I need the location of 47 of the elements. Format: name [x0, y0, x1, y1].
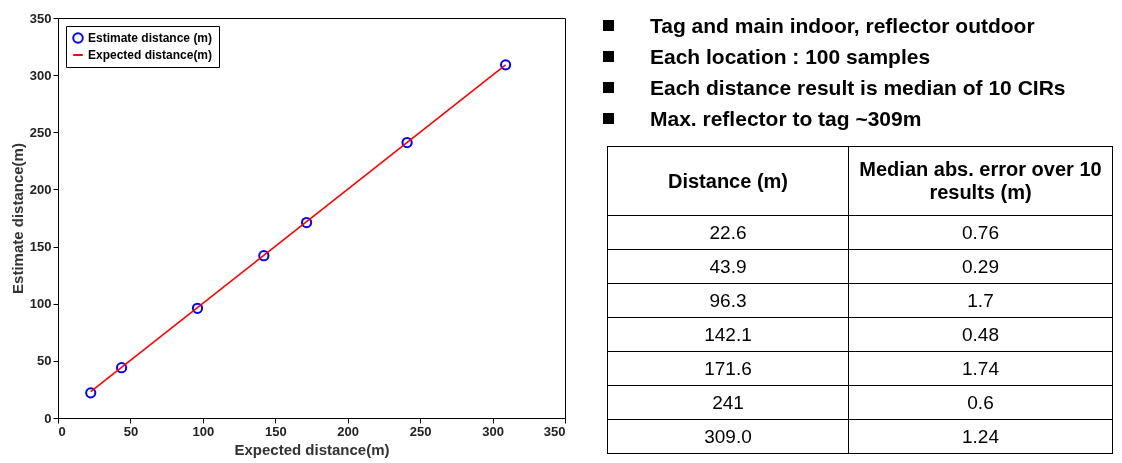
x-tick-label: 200 [337, 423, 360, 439]
text: 171.6 [704, 357, 752, 379]
text: 1.7 [967, 289, 994, 311]
point [300, 216, 313, 229]
x-tick-label: 0 [58, 423, 66, 439]
text: Max. reflector to tag ~309m [649, 106, 923, 132]
point [258, 250, 270, 262]
x-axis-title: Expected distance(m) [234, 440, 390, 458]
text: Each location : 100 samples [649, 44, 932, 70]
text: 0.76 [962, 221, 999, 243]
y-tick-label: 350 [29, 10, 52, 26]
y-axis-title: Estimate distance(m) [8, 143, 26, 294]
point [500, 59, 512, 71]
x-tick-label: 50 [123, 423, 139, 439]
y-tick-label: 300 [29, 67, 52, 83]
text: 43.9 [709, 255, 747, 277]
y-tick-label: 50 [37, 353, 52, 369]
y-tick-label: 250 [29, 124, 52, 140]
category-label: Median abs. error over 10 results (m) [848, 146, 1113, 216]
x-tick-label: 100 [192, 423, 215, 439]
point [191, 302, 204, 314]
text: 1.24 [962, 425, 999, 447]
legend-label: Estimate distance (m) [88, 31, 213, 45]
text: 0.29 [962, 255, 999, 277]
y-tick-label: 0 [44, 410, 52, 426]
point [115, 362, 128, 374]
x-tick-label: 300 [482, 423, 504, 439]
legend-label: Expected distance(m) [88, 48, 213, 62]
y-tick-label: 150 [29, 239, 52, 255]
text: 0.48 [962, 323, 999, 345]
text: 309.0 [704, 425, 752, 447]
text: 22.6 [709, 221, 747, 243]
text: Tag and main indoor, reflector outdoor [649, 13, 1036, 39]
category-label: Distance (m) [607, 146, 849, 216]
x-tick-label: 350 [543, 423, 566, 439]
y-tick-label: 100 [29, 296, 52, 312]
x-tick-label: 250 [409, 423, 432, 439]
text: 142.1 [704, 323, 752, 345]
x-tick-label: 150 [264, 423, 287, 439]
text: 1.74 [962, 357, 999, 379]
text: 0.6 [967, 391, 994, 413]
point [85, 387, 97, 399]
text: 96.3 [709, 289, 747, 311]
y-tick-label: 200 [29, 181, 52, 197]
text: 241 [712, 391, 744, 413]
text: Each distance result is median of 10 CIRs [649, 75, 1067, 101]
point [401, 136, 413, 149]
